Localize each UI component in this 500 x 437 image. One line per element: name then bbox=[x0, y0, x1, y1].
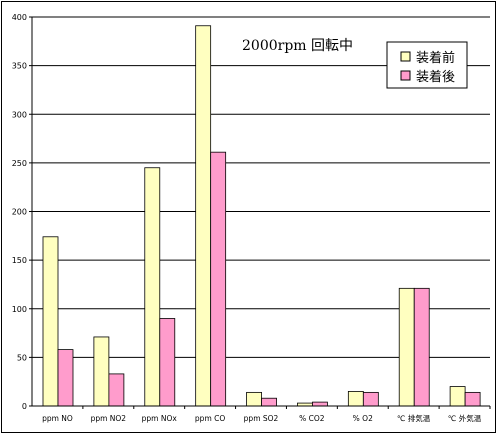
bar-before bbox=[246, 391, 262, 407]
y-axis-tick-labels: 0 50 100 150 200 250 300 350 400 bbox=[12, 13, 32, 411]
bar-after bbox=[261, 397, 277, 407]
y-tick-label: 100 bbox=[12, 305, 27, 314]
bar-after bbox=[57, 349, 74, 407]
y-tick-label: 150 bbox=[12, 256, 27, 265]
y-tick-label: 300 bbox=[12, 110, 27, 119]
x-tick-label: ppm CO bbox=[195, 414, 225, 423]
legend-box bbox=[386, 41, 468, 89]
x-tick-label: ℃ 排気温 bbox=[397, 413, 431, 423]
bar-before bbox=[195, 25, 212, 407]
x-tick-label: % O2 bbox=[353, 414, 373, 423]
x-tick-label: ppm NO bbox=[42, 414, 73, 423]
x-tick-label: ppm NOx bbox=[142, 414, 178, 423]
bar-before bbox=[347, 391, 364, 407]
y-tick-label: 250 bbox=[12, 159, 27, 168]
bars bbox=[42, 25, 481, 407]
bar-after bbox=[312, 401, 328, 407]
bar-after bbox=[108, 373, 125, 407]
bar-before bbox=[93, 336, 110, 407]
x-axis-tick-labels: ppm NO ppm NO2 ppm NOx ppm CO ppm SO2 % CO2 % … bbox=[42, 406, 491, 423]
bar-before bbox=[398, 287, 415, 407]
bar-after bbox=[159, 318, 176, 407]
bar-before bbox=[449, 386, 466, 407]
legend-swatch-after bbox=[400, 70, 411, 81]
x-tick-label: % CO2 bbox=[299, 414, 325, 423]
y-tick-label: 0 bbox=[22, 402, 27, 411]
bar-before bbox=[42, 236, 59, 407]
x-tick-label: ppm NO2 bbox=[91, 414, 127, 423]
y-tick-label: 400 bbox=[12, 13, 27, 22]
bar-after bbox=[210, 151, 227, 407]
legend-label-after: 装着後 bbox=[416, 69, 455, 85]
bar-after bbox=[413, 287, 430, 407]
y-tick-label: 50 bbox=[17, 353, 27, 362]
legend-swatch-before bbox=[400, 51, 411, 62]
x-tick-label: ℃ 外気温 bbox=[448, 413, 482, 423]
bar-before bbox=[144, 167, 161, 407]
x-tick-label: ppm SO2 bbox=[244, 414, 279, 423]
legend-label-before: 装着前 bbox=[416, 50, 455, 66]
bar-after bbox=[464, 391, 481, 407]
bar-after bbox=[362, 391, 379, 407]
legend: 装着前 装着後 bbox=[386, 41, 468, 89]
y-tick-label: 200 bbox=[12, 208, 27, 217]
y-tick-label: 350 bbox=[12, 62, 27, 71]
chart-annotation: 2000rpm 回転中 bbox=[242, 38, 353, 54]
